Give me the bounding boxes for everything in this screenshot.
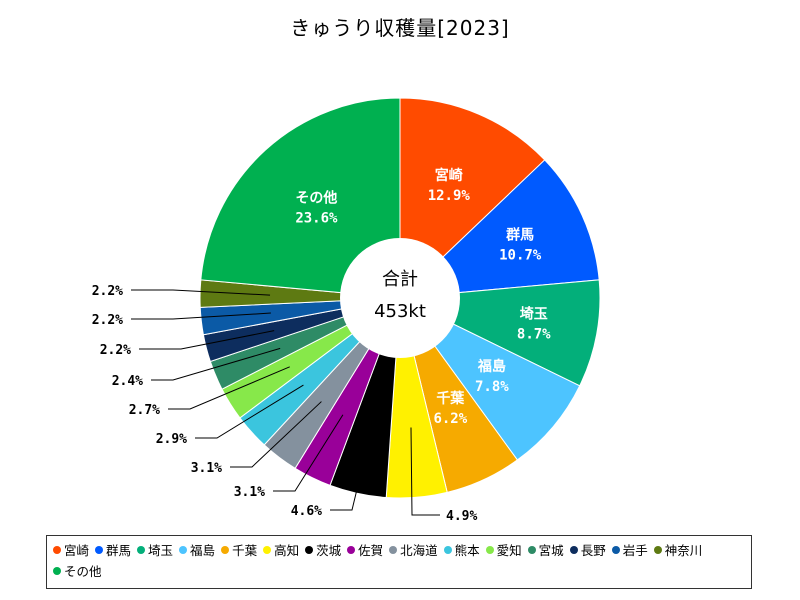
donut-hole (340, 238, 460, 358)
legend-label: 佐賀 (358, 543, 384, 558)
legend-label: 福島 (190, 543, 216, 558)
slice-name-label: その他 (295, 189, 337, 206)
legend-item: 群馬 (95, 540, 131, 561)
slice-value-label: 2.4% (112, 374, 143, 389)
legend-item: 北海道 (389, 540, 438, 561)
legend-dot-icon (443, 546, 452, 554)
legend-dot-icon (137, 546, 146, 554)
slice-value-label: 3.1% (234, 485, 265, 500)
legend-item: 宮崎 (53, 540, 89, 561)
slice-value-label: 12.9% (428, 188, 471, 204)
legend-item: 茨城 (305, 540, 341, 561)
slice-value-label: 10.7% (499, 247, 542, 263)
pie-slice-2 (398, 159, 600, 299)
slice-name-label: 福島 (477, 358, 506, 375)
pie-slice-16 (200, 97, 401, 299)
legend-dot-icon (53, 567, 61, 575)
leader-line (230, 401, 322, 468)
pie-slice-4 (399, 297, 581, 461)
legend-label: 岩手 (622, 543, 648, 558)
legend-dot-icon (569, 546, 578, 554)
legend-item: 宮城 (527, 540, 564, 561)
legend-dot-icon (95, 546, 104, 554)
legend-item: その他 (53, 561, 102, 582)
legend-dot-icon (305, 546, 314, 554)
leader-line (168, 366, 290, 410)
leader-line (139, 330, 275, 350)
legend-item: 佐賀 (347, 540, 383, 561)
leader-line (410, 427, 440, 516)
legend-label: 埼玉 (148, 543, 174, 558)
legend-label: 千葉 (232, 543, 258, 558)
legend-label: その他 (64, 564, 102, 579)
slice-value-label: 2.2% (100, 343, 131, 358)
leader-line (131, 289, 271, 296)
slice-name-label: 埼玉 (520, 306, 548, 323)
legend-item: 高知 (263, 540, 299, 561)
legend-label: 神奈川 (664, 543, 703, 558)
legend-label: 長野 (580, 543, 606, 558)
legend-item: 愛知 (485, 540, 522, 561)
legend-label: 茨城 (316, 543, 342, 558)
leader-line (273, 414, 344, 492)
slice-value-label: 7.8% (475, 379, 509, 395)
legend-dot-icon (527, 546, 536, 554)
chart-title: きゅうり収穫量[2023] (290, 16, 510, 40)
legend-label: 高知 (274, 543, 300, 558)
legend-item: 岩手 (611, 540, 648, 561)
legend-dot-icon (653, 546, 662, 554)
slice-value-label: 2.9% (156, 432, 187, 447)
slice-value-label: 23.6% (295, 210, 338, 226)
legend-label: 群馬 (106, 543, 132, 558)
legend-item: 福島 (179, 540, 215, 561)
legend-label: 宮城 (538, 543, 564, 558)
legend-dot-icon (485, 546, 494, 554)
slice-name-label: 千葉 (436, 390, 465, 407)
slice-value-label: 2.2% (92, 284, 123, 299)
slice-name-label: 群馬 (505, 226, 534, 243)
legend: 宮崎 群馬 埼玉 福島 千葉 高知 茨城 佐賀 北海道 熊本 愛知 宮城 長野 岩手 神奈川その他 (46, 535, 752, 589)
slice-value-label: 8.7% (517, 327, 551, 343)
legend-item: 千葉 (221, 540, 257, 561)
slice-name-label: 宮崎 (435, 167, 463, 184)
legend-dot-icon (263, 546, 272, 554)
pie-chart: 宮崎 12.9% 群馬 10.7% 埼玉 8.7% 福島 7.8% 千葉 6.2% 4.9% 4.6%… (92, 97, 601, 524)
legend-dot-icon (389, 546, 398, 554)
slice-value-label: 4.6% (291, 504, 322, 519)
legend-dot-icon (179, 546, 188, 554)
slice-value-label: 4.9% (446, 509, 477, 524)
leader-line (151, 347, 281, 381)
slice-value-label: 3.1% (191, 461, 222, 476)
legend-dot-icon (347, 546, 356, 554)
center-value: 453kt (374, 301, 426, 322)
slice-value-label: 6.2% (433, 411, 467, 427)
legend-dot-icon (221, 546, 230, 554)
legend-label: 宮崎 (64, 543, 90, 558)
leader-line (330, 424, 373, 511)
slice-value-label: 2.7% (129, 403, 160, 418)
pie-slice-1 (399, 97, 546, 300)
slice-value-label: 2.2% (92, 313, 123, 328)
legend-dot-icon (53, 546, 61, 554)
legend-label: 愛知 (496, 543, 522, 558)
leader-line (131, 312, 271, 320)
legend-item: 神奈川 (653, 540, 703, 561)
legend-label: 熊本 (454, 543, 480, 558)
legend-item: 長野 (569, 540, 606, 561)
legend-item: 埼玉 (137, 540, 173, 561)
leader-line (195, 384, 304, 439)
legend-item: 熊本 (443, 540, 480, 561)
center-label: 合計 (382, 269, 418, 290)
legend-label: 北海道 (400, 543, 438, 558)
legend-dot-icon (611, 546, 620, 554)
